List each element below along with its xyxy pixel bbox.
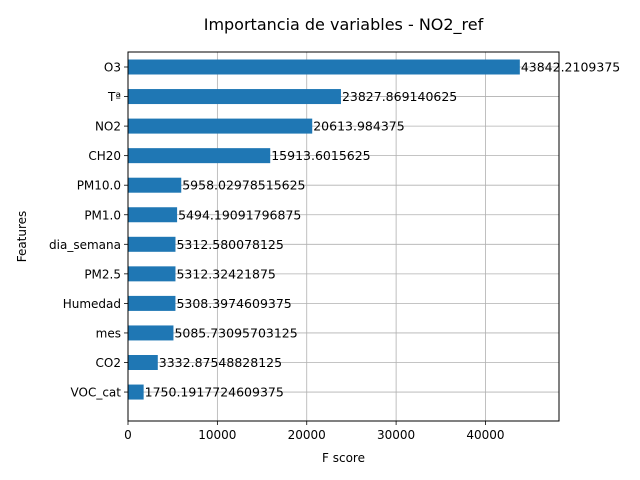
- bar-value-label: 5958.02978515625: [182, 178, 305, 193]
- bar-value-label: 3332.87548828125: [159, 355, 282, 370]
- chart-title: Importancia de variables - NO2_ref: [204, 15, 484, 35]
- bar-value-label: 23827.869140625: [342, 89, 457, 104]
- bar-value-label: 5494.19091796875: [178, 207, 301, 222]
- bar-value-label: 15913.6015625: [271, 148, 370, 163]
- bar-no2: [128, 118, 313, 134]
- y-tick-label: dia_semana: [49, 238, 121, 252]
- y-tick-label: Humedad: [63, 297, 121, 311]
- y-tick-label: VOC_cat: [71, 386, 122, 400]
- y-tick-label: CO2: [96, 356, 121, 370]
- bar-value-label: 5312.32421875: [176, 266, 275, 281]
- bar-pm2-5: [128, 266, 176, 282]
- bar-pm1-0: [128, 207, 178, 223]
- x-tick-label: 20000: [288, 428, 326, 442]
- y-tick-label: NO2: [95, 120, 121, 134]
- bar-o3: [128, 59, 520, 75]
- x-axis-label: F score: [322, 451, 365, 465]
- bar-value-label: 5085.73095703125: [174, 325, 297, 340]
- y-tick-label: CH20: [88, 149, 121, 163]
- x-axis-ticks: 0 10000 20000 30000 40000: [124, 421, 505, 442]
- y-tick-label: PM2.5: [84, 267, 121, 281]
- bar-value-label: 5308.3974609375: [176, 296, 291, 311]
- bar-humedad: [128, 295, 176, 311]
- bar-t-: [128, 89, 341, 105]
- data-labels: 43842.2109375 23827.869140625 20613.984375…: [145, 60, 621, 400]
- bar-value-label: 5312.580078125: [176, 237, 283, 252]
- bar-value-label: 1750.1917724609375: [145, 385, 284, 400]
- x-tick-label: 40000: [466, 428, 504, 442]
- x-tick-label: 10000: [198, 428, 236, 442]
- y-tick-label: PM1.0: [84, 208, 121, 222]
- bar-ch20: [128, 148, 271, 164]
- bar-voc-cat: [128, 384, 144, 400]
- bar-co2: [128, 355, 158, 370]
- x-tick-label: 30000: [377, 428, 415, 442]
- plot-frame: [127, 51, 560, 422]
- bar-dia-semana: [128, 236, 176, 252]
- bar-pm10-0: [128, 177, 182, 193]
- y-axis-ticks: O3 Tª NO2 CH20 PM10.0 PM1.0 dia_semana PM2.5 Hum…: [49, 61, 128, 400]
- y-tick-label: PM10.0: [77, 179, 121, 193]
- x-tick-label: 0: [124, 428, 132, 442]
- bar-value-label: 43842.2109375: [521, 60, 620, 75]
- y-tick-label: mes: [96, 326, 121, 340]
- y-tick-label: O3: [104, 61, 121, 75]
- bar-mes: [128, 325, 174, 341]
- bars: [128, 59, 520, 400]
- y-axis-label: Features: [15, 211, 29, 263]
- bar-value-label: 20613.984375: [313, 119, 404, 134]
- y-tick-label: Tª: [107, 90, 121, 104]
